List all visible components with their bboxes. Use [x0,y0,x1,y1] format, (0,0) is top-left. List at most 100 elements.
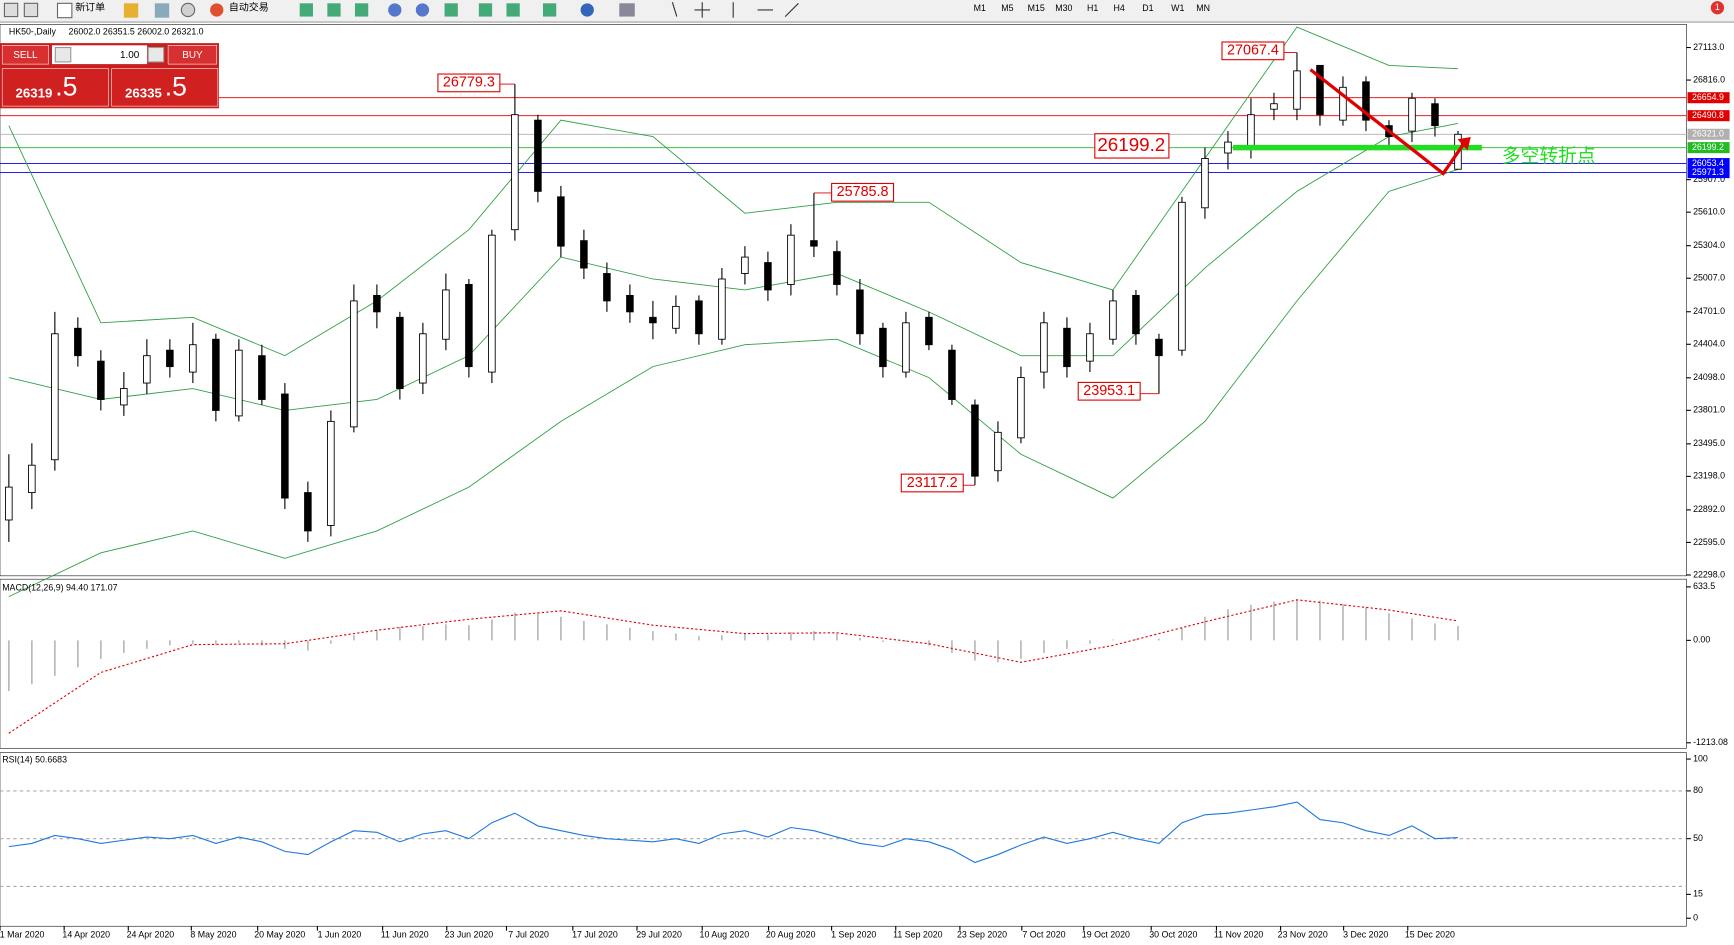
y-tick-label: 24098.0 [1693,372,1725,382]
buy-pips: .5 [165,71,187,101]
toolbar-icon[interactable] [542,3,557,17]
auto-trading-icon[interactable] [210,3,224,17]
y-tick-label: 100 [1693,753,1708,763]
alert-badge[interactable] [1710,1,1725,15]
lot-spinner[interactable] [147,46,165,63]
price-line-label-bg [1687,92,1730,104]
x-tick-label: 20 Aug 2020 [766,929,816,939]
cursor-tool[interactable] [671,2,678,17]
sell-pips: .5 [55,71,77,101]
toolbar-icon[interactable] [23,2,39,18]
toolbar-icon[interactable] [444,3,458,17]
candle-body [1155,338,1163,357]
y-tick-label: 26816.0 [1693,74,1725,84]
candle-body [488,234,496,373]
sell-price-box[interactable] [1,68,109,107]
bollinger-band [8,26,1458,357]
toolbar-icon[interactable] [506,3,520,17]
candle-body [97,360,105,400]
candle-body [971,404,979,477]
x-tick-label: 23 Jun 2020 [445,929,494,939]
candle-body [741,256,749,274]
candle-body [442,289,450,340]
y-tick-label: 23198.0 [1693,471,1725,481]
candle-body [1017,377,1025,439]
toolbar-icon[interactable] [154,3,170,18]
annotation-label: 23953.1 [1083,383,1135,399]
candle-body [902,322,910,373]
price-line-label: 26490.8 [1692,110,1724,120]
toolbar-icon[interactable] [123,3,139,18]
timeframe-button[interactable]: D1 [1142,3,1153,13]
y-tick-label: 25907.0 [1693,174,1725,184]
candle-body [580,240,588,269]
candle-body [626,294,634,313]
lot-spinner[interactable] [54,46,72,63]
new-order-button[interactable]: 新订单 [75,0,105,13]
toolbar-icon[interactable] [580,3,594,17]
toolbar-icon[interactable] [299,3,313,17]
candle-body [189,344,197,373]
candle-body [810,240,818,247]
candle-body [51,333,59,461]
bollinger-band [8,123,1459,411]
alert-count: 1 [1715,2,1720,12]
candle-body [511,114,519,231]
y-tick-label: 80 [1693,785,1703,795]
timeframe-button[interactable]: H1 [1087,3,1098,13]
candle-body [465,284,473,368]
candle-body [350,300,358,428]
auto-trading-button[interactable]: 自动交易 [229,0,269,13]
macd-title: MACD(12,26,9) 94.40 171.07 [2,582,117,592]
timeframe-button[interactable]: M5 [1001,3,1013,13]
key-level-box [1094,133,1170,159]
candle-body [1201,158,1209,209]
candle-body [166,349,174,368]
toolbar-icon[interactable] [478,3,493,17]
x-tick-label: 11 Jun 2020 [381,929,429,939]
candle-body [396,316,404,389]
lot-input[interactable] [51,45,148,65]
annotation-label: 23117.2 [907,475,958,491]
timeframe-button[interactable]: M30 [1055,3,1072,13]
annotation-box [900,473,964,493]
candle-body [1132,294,1140,335]
new-order-icon[interactable] [56,2,73,19]
annotation-box [437,73,501,93]
y-tick-label: 27113.0 [1693,42,1724,52]
candle-body [327,420,335,526]
timeframe-button[interactable]: H4 [1113,3,1124,13]
bollinger-band [8,169,1459,598]
key-level-note: 多空转折点 [1502,145,1596,166]
toolbar-icon[interactable] [327,3,341,17]
timeframe-button[interactable]: M1 [974,3,986,13]
toolbar-icon[interactable] [180,2,196,18]
candle-body [1224,141,1232,154]
candle-body [212,338,220,411]
sell-price: 26319 [15,85,52,100]
buy-button[interactable] [167,45,218,65]
toolbar-icon[interactable] [3,2,19,18]
candle-body [1178,201,1186,351]
buy-price: 26335 [125,85,162,100]
toolbar-icon[interactable] [388,3,402,17]
toolbar-icon[interactable] [619,3,635,17]
buy-price-box[interactable] [111,68,219,107]
annotation-box [1077,381,1141,401]
candle-body [948,349,956,400]
toolbar-icon[interactable] [415,3,430,17]
trade-panel: SELL 1.00 BUY 26319 .5 26335 .5 [0,43,219,109]
timeframe-button[interactable]: M15 [1028,3,1045,13]
candle-body [419,333,427,384]
timeframe-button[interactable]: W1 [1171,3,1184,13]
sell-button[interactable] [1,45,49,65]
toolbar-icon[interactable] [354,3,369,17]
trendline-tool[interactable] [784,2,799,17]
timeframe-button[interactable]: MN [1196,3,1210,13]
candle-body [787,234,795,285]
x-tick-label: 1 Mar 2020 [0,929,45,939]
candle-body [304,492,312,532]
macd-panel [0,578,1687,749]
candle-body [1063,327,1071,368]
